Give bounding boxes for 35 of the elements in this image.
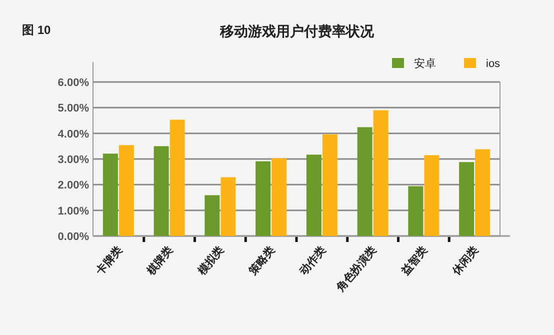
bar (424, 155, 440, 236)
y-tick-label: 5.00% (58, 102, 90, 115)
bar (459, 162, 474, 236)
x-tick-label: 卡牌类 (92, 244, 125, 278)
y-tick-label: 4.00% (58, 128, 90, 140)
chart-title: 移动游戏用户付费率状况 (219, 23, 375, 39)
bar (408, 186, 424, 236)
legend-label: ios (486, 58, 501, 70)
caption: 图 10 (22, 23, 52, 37)
bar (322, 134, 338, 236)
bar (102, 154, 118, 236)
x-tick-label: 休闲类 (449, 244, 481, 278)
y-tick-label: 6.00% (58, 77, 90, 89)
bar (357, 127, 372, 236)
x-tick-label: 动作类 (296, 244, 328, 278)
bar (204, 195, 220, 236)
bar (170, 120, 185, 236)
x-tick-label: 策略类 (246, 244, 278, 278)
bar (118, 145, 134, 236)
y-tick-label: 2.00% (58, 180, 90, 192)
x-tick-label: 角色扮演类 (333, 244, 380, 295)
y-tick-label: 0.00% (58, 231, 90, 243)
y-tick-label: 3.00% (58, 154, 90, 166)
bar (475, 149, 490, 236)
bar (220, 177, 236, 236)
y-tick-label: 1.00% (58, 205, 90, 218)
bar (306, 154, 322, 236)
x-tick-label: 模拟类 (194, 244, 226, 278)
x-tick-label: 棋牌类 (144, 244, 176, 278)
bar (272, 158, 287, 236)
x-tick-label: 益智类 (398, 244, 430, 278)
bar (154, 146, 169, 236)
bar (373, 110, 388, 236)
bar (256, 161, 271, 236)
legend-label: 安卓 (414, 57, 436, 70)
